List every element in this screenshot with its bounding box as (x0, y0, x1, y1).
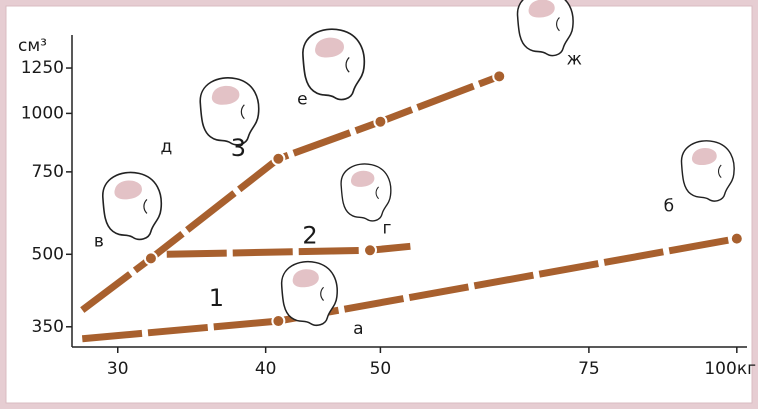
skull-icon (302, 28, 366, 101)
y-tick-label: 1250 (21, 58, 64, 78)
point-label: а (353, 319, 363, 339)
series-label: 2 (302, 221, 317, 249)
skull-patch (528, 0, 555, 18)
point (363, 243, 378, 258)
point (492, 69, 507, 84)
x-tick-label: 30 (107, 359, 129, 379)
point (729, 231, 744, 246)
y-unit: см³ (18, 36, 47, 56)
series-label: 1 (209, 284, 224, 312)
skull-patch (292, 269, 319, 288)
skull-icon (680, 140, 735, 202)
skull-ear (345, 57, 350, 73)
x-tick-label: 50 (370, 359, 392, 379)
skull-ear (143, 198, 148, 214)
skull-ear (375, 186, 379, 200)
skull-patch (211, 85, 240, 105)
skull-icon (199, 77, 260, 146)
point-label: ж (567, 49, 582, 69)
skull-ear (556, 17, 560, 32)
y-tick-label: 750 (32, 162, 64, 182)
point (373, 114, 388, 129)
point-label: в (94, 231, 104, 251)
skull-patch (350, 170, 375, 187)
point-label: е (297, 90, 307, 110)
skull-patch (315, 37, 344, 58)
point-label: б (664, 197, 674, 217)
skull-icon (340, 163, 392, 222)
x-tick-label: 100 (704, 359, 736, 379)
point-label: д (160, 137, 172, 157)
x-unit: кг (737, 359, 756, 379)
skull-icon (516, 0, 574, 57)
series-label: 3 (231, 134, 246, 162)
series-line (81, 235, 738, 343)
skull-ear (320, 286, 324, 301)
point (271, 151, 286, 166)
skull-icon (280, 260, 338, 326)
point-label: г (383, 218, 392, 238)
y-tick-label: 350 (32, 317, 64, 337)
skull-patch (691, 147, 717, 166)
point (143, 251, 158, 266)
x-tick-label: 40 (255, 359, 277, 379)
skull-ear (240, 104, 245, 120)
point (271, 314, 286, 329)
x-tick-label: 75 (578, 359, 600, 379)
skull-ear (717, 164, 722, 179)
y-tick-label: 500 (32, 244, 64, 264)
skull-icon (102, 171, 163, 241)
y-tick-label: 1000 (21, 103, 64, 123)
skull-patch (114, 180, 142, 200)
